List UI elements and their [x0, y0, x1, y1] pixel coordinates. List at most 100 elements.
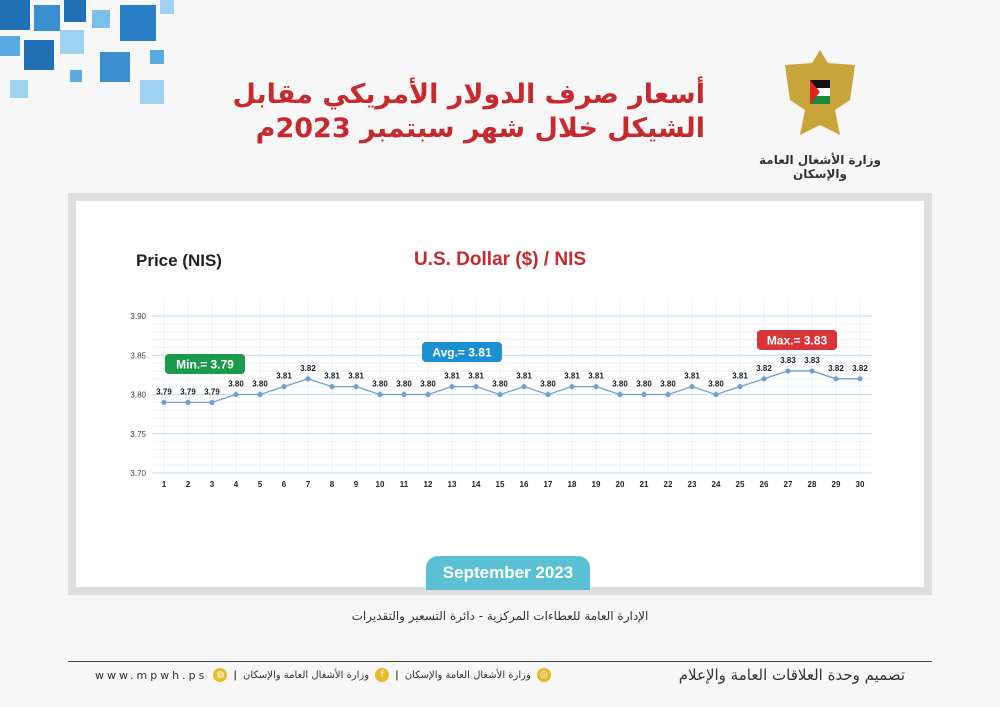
y-tick-label: 3.90: [130, 312, 146, 321]
x-tick-label: 14: [472, 480, 481, 489]
social-links: www.mpwh.ps ◍ | وزارة الأشغال العامة وال…: [95, 668, 551, 682]
line-chart: 3.703.753.803.853.901 2 3 4 5 6 7 8 9 10 11 12 13 14 1…: [130, 301, 872, 489]
x-tick-label: 16: [520, 480, 529, 489]
data-label: 3.82: [300, 364, 316, 373]
x-tick-label: 1: [162, 480, 167, 489]
x-tick-label: 12: [424, 480, 433, 489]
y-tick-label: 3.70: [130, 469, 146, 478]
max-badge-text: Max.= 3.83: [767, 334, 828, 348]
x-tick-label: 19: [592, 480, 601, 489]
avg-badge: [422, 342, 502, 362]
data-point: [641, 391, 647, 398]
max-badge: [757, 330, 837, 350]
data-point: [305, 376, 311, 382]
data-label: 3.80: [420, 380, 436, 389]
x-tick-label: 25: [736, 480, 745, 489]
month-label: September 2023: [426, 556, 590, 590]
y-tick-label: 3.75: [130, 430, 146, 439]
data-label: 3.82: [756, 364, 772, 373]
x-tick-label: 24: [712, 480, 721, 489]
x-tick-label: 11: [400, 480, 409, 489]
data-label: 3.81: [564, 372, 580, 381]
instagram-link[interactable]: وزارة الأشغال العامة والإسكان: [404, 669, 531, 681]
data-point: [281, 384, 287, 390]
data-point: [569, 384, 575, 390]
data-label: 3.82: [828, 364, 844, 373]
data-point: [593, 384, 599, 390]
data-label: 3.83: [804, 356, 820, 365]
x-tick-label: 4: [234, 480, 239, 489]
data-label: 3.80: [252, 380, 268, 389]
data-point: [785, 368, 791, 374]
min-badge: [165, 354, 245, 374]
x-tick-label: 9: [354, 480, 359, 489]
data-label: 3.80: [396, 380, 412, 389]
title-line-2: الشيكل خلال شهر سبتمبر 2023م: [255, 113, 705, 144]
data-label: 3.81: [516, 372, 532, 381]
data-label: 3.80: [636, 380, 652, 389]
data-label: 3.79: [180, 387, 196, 396]
data-point: [665, 391, 671, 398]
x-tick-label: 23: [688, 480, 697, 489]
separator: |: [395, 669, 399, 681]
department-text: الإدارة العامة للعطاءات المركزية - دائرة…: [351, 609, 649, 623]
y-tick-label: 3.80: [130, 391, 146, 400]
data-label: 3.82: [852, 364, 868, 373]
data-point: [401, 391, 407, 398]
min-badge-text: Min.= 3.79: [176, 358, 234, 372]
data-label: 3.81: [588, 372, 604, 381]
data-point: [809, 368, 815, 374]
facebook-icon: f: [375, 668, 390, 682]
data-label: 3.80: [660, 380, 676, 389]
x-tick-label: 10: [376, 480, 385, 489]
x-tick-label: 13: [448, 480, 457, 489]
x-tick-label: 18: [568, 480, 577, 489]
data-label: 3.80: [612, 380, 628, 389]
x-tick-label: 6: [282, 480, 287, 489]
data-point: [329, 384, 335, 390]
x-tick-label: 28: [808, 480, 817, 489]
data-point: [473, 384, 479, 390]
separator: |: [233, 669, 238, 681]
data-point: [713, 391, 719, 398]
data-label: 3.80: [708, 380, 724, 389]
data-point: [377, 391, 383, 398]
data-point: [857, 376, 863, 382]
x-tick-label: 8: [330, 480, 335, 489]
data-label: 3.79: [204, 387, 220, 396]
facebook-link[interactable]: وزارة الأشغال العامة والإسكان: [243, 669, 370, 681]
x-tick-label: 5: [258, 480, 263, 489]
y-axis-label: Price (NIS): [136, 251, 222, 270]
data-point: [497, 391, 503, 398]
ministry-name: وزارة الأشغال العامة والإسكان: [759, 153, 881, 181]
data-label: 3.81: [348, 372, 364, 381]
x-tick-label: 22: [664, 480, 673, 489]
globe-icon: ◍: [213, 668, 228, 682]
data-point: [617, 391, 623, 398]
x-tick-label: 21: [640, 480, 649, 489]
data-label: 3.81: [276, 372, 292, 381]
footer-divider: [68, 661, 932, 662]
data-label: 3.83: [780, 356, 796, 365]
eagle-emblem-icon: [785, 50, 855, 135]
data-point: [161, 399, 167, 405]
data-point: [761, 376, 767, 382]
data-point: [737, 384, 743, 390]
x-tick-label: 26: [760, 480, 769, 489]
x-tick-label: 17: [544, 480, 553, 489]
data-label: 3.81: [468, 372, 484, 381]
series-line: [164, 370, 860, 404]
data-label: 3.79: [156, 387, 172, 396]
data-point: [521, 384, 527, 390]
page-title: أسعار صرف الدولار الأمريكي مقابل الشيكل …: [232, 78, 705, 146]
data-label: 3.80: [540, 380, 556, 389]
data-point: [185, 399, 191, 405]
x-tick-label: 15: [496, 480, 505, 489]
data-label: 3.80: [228, 380, 244, 389]
x-tick-label: 7: [306, 480, 311, 489]
x-tick-label: 29: [832, 480, 841, 489]
website-link[interactable]: www.mpwh.ps: [95, 668, 208, 682]
data-point: [425, 391, 431, 398]
data-point: [689, 384, 695, 390]
y-tick-label: 3.85: [130, 351, 146, 360]
